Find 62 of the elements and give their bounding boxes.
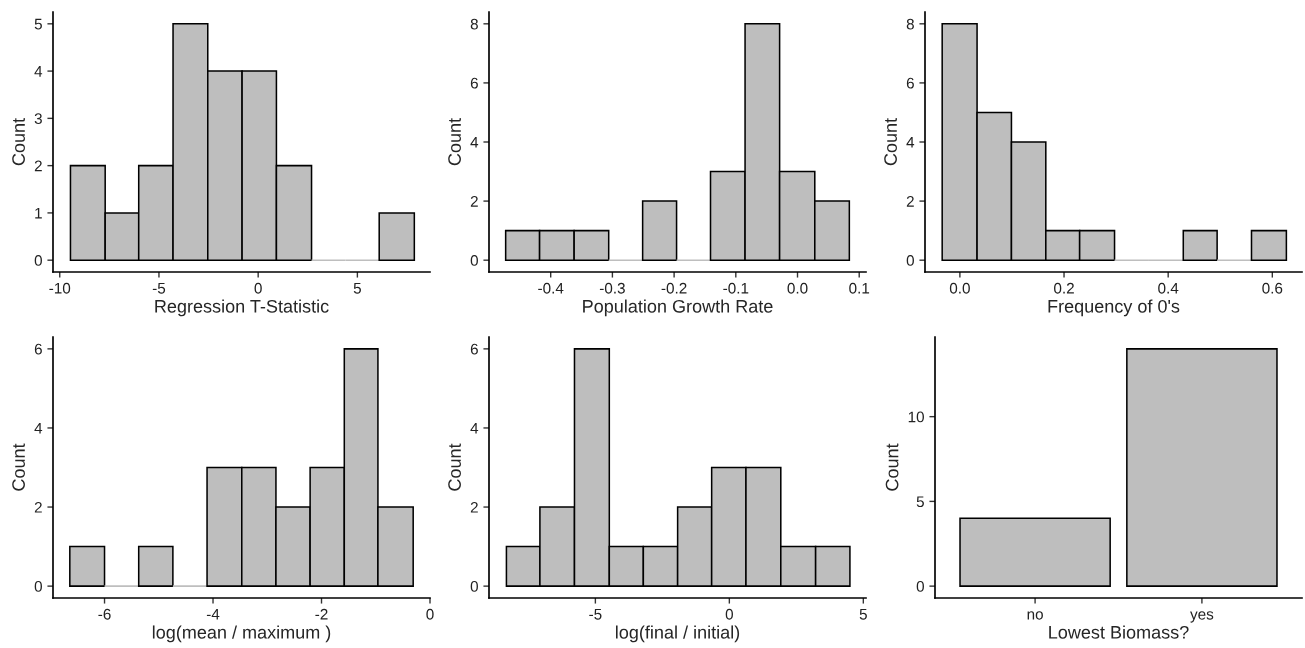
x-tick-label: -4 bbox=[206, 608, 220, 620]
x-tick-label: -0.4 bbox=[538, 282, 564, 294]
y-axis-title: Count bbox=[885, 443, 899, 491]
y-tick-label: 4 bbox=[906, 137, 915, 148]
y-tick-label: 2 bbox=[34, 501, 42, 513]
x-tick-label: 5 bbox=[859, 608, 867, 620]
y-tick-label: 6 bbox=[470, 77, 478, 89]
y-tick-label: 6 bbox=[906, 77, 914, 89]
y-tick-label: 8 bbox=[470, 18, 478, 30]
y-tick-label: 5 bbox=[34, 18, 42, 30]
x-tick-label: -6 bbox=[98, 608, 111, 620]
y-axis-title: Count bbox=[12, 443, 25, 491]
x-tick-label: 0.6 bbox=[1262, 282, 1283, 294]
y-tick-label: 0 bbox=[470, 255, 478, 266]
x-tick-label: yes bbox=[1190, 611, 1214, 623]
x-tick-label: 0.2 bbox=[1054, 282, 1074, 294]
x-tick-label: 0.1 bbox=[849, 282, 870, 294]
x-tick-label: -0.1 bbox=[723, 282, 749, 294]
x-axis-title: Population Growth Rate bbox=[583, 299, 773, 317]
y-tick-label: 0 bbox=[916, 581, 924, 592]
x-axis-title: log(final / initial) bbox=[616, 625, 740, 643]
y-tick-label: 5 bbox=[916, 496, 924, 508]
x-axis-title: Regression T-Statistic bbox=[155, 299, 329, 317]
y-tick-label: 4 bbox=[470, 422, 479, 434]
x-tick-label: 5 bbox=[353, 282, 361, 294]
y-tick-label: 2 bbox=[906, 195, 914, 207]
x-tick-label: -10 bbox=[49, 282, 71, 294]
y-tick-label: 8 bbox=[906, 18, 914, 30]
x-tick-label: 0.0 bbox=[787, 282, 808, 294]
y-tick-label: 2 bbox=[470, 501, 478, 513]
y-tick-label: 4 bbox=[34, 422, 43, 434]
y-tick-label: 10 bbox=[908, 411, 924, 423]
y-tick-label: 6 bbox=[34, 343, 42, 355]
y-axis-title: Count bbox=[884, 118, 897, 166]
y-tick-label: 6 bbox=[470, 343, 478, 355]
y-tick-label: 0 bbox=[34, 255, 42, 266]
y-tick-label: 0 bbox=[906, 255, 914, 266]
x-tick-label: 0.0 bbox=[949, 282, 970, 294]
x-tick-label: 0 bbox=[725, 608, 733, 620]
x-axis-title: Frequency of 0's bbox=[1048, 299, 1180, 317]
y-axis-title: Count bbox=[448, 443, 461, 491]
x-tick-label: -0.3 bbox=[599, 282, 625, 294]
x-tick-label: -5 bbox=[589, 608, 602, 620]
y-tick-label: 2 bbox=[34, 160, 42, 172]
y-tick-label: 4 bbox=[470, 137, 479, 148]
x-axis-title: log(mean / maximum ) bbox=[152, 625, 331, 643]
y-axis-title: Count bbox=[12, 118, 25, 166]
y-tick-label: 0 bbox=[34, 581, 42, 592]
x-tick-label: 0.4 bbox=[1158, 282, 1179, 294]
x-tick-label: 0 bbox=[254, 282, 262, 294]
x-tick-label: -2 bbox=[315, 608, 328, 620]
x-tick-label: -0.2 bbox=[661, 282, 687, 294]
x-tick-label: no bbox=[1027, 611, 1043, 620]
y-tick-label: 1 bbox=[35, 207, 42, 219]
y-axis-title: Count bbox=[448, 118, 461, 166]
y-tick-label: 4 bbox=[34, 66, 43, 77]
y-tick-label: 0 bbox=[470, 581, 478, 592]
y-tick-label: 2 bbox=[470, 195, 478, 207]
x-axis-title: Lowest Biomass? bbox=[1049, 625, 1189, 639]
x-tick-label: 0 bbox=[426, 608, 434, 620]
y-tick-label: 3 bbox=[34, 113, 42, 125]
x-tick-label: -5 bbox=[152, 282, 166, 294]
